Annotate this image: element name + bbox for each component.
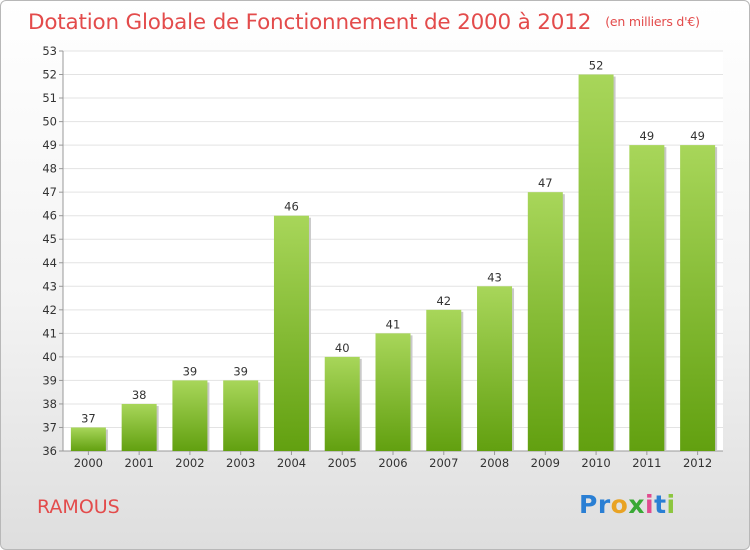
value-label-2010: 52 [589, 59, 604, 73]
value-label-2012: 49 [690, 129, 705, 143]
value-label-2001: 38 [132, 388, 147, 402]
y-tick-label: 50 [42, 115, 57, 129]
value-label-2004: 46 [284, 200, 299, 214]
y-tick-label: 43 [42, 279, 57, 293]
bar-2004 [273, 215, 309, 451]
bar-2011 [629, 145, 665, 451]
bar-2008 [477, 286, 513, 451]
bar-2000 [70, 427, 106, 451]
y-tick-label: 38 [42, 397, 57, 411]
chart-subtitle: (en milliers d'€) [605, 14, 700, 29]
logo-part-1: Pr [579, 490, 611, 519]
y-tick-label: 36 [42, 444, 57, 458]
logo-part-4: i [644, 490, 655, 519]
logo-part-3: x [628, 490, 645, 519]
chart-title-text: Dotation Globale de Fonctionnement de 20… [28, 10, 592, 35]
x-tick-label-2006: 2006 [378, 456, 407, 470]
x-tick-label-2005: 2005 [328, 456, 357, 470]
x-tick-label-2012: 2012 [683, 456, 712, 470]
bar-chart: 36 37 38 39 40 41 42 43 44 45 46 47 48 49 50 51 52 53 37 20… [42, 44, 723, 470]
y-tick-label: 40 [42, 350, 57, 364]
bar-2009 [527, 192, 563, 452]
y-tick-label: 44 [42, 256, 57, 270]
bar-2007 [426, 309, 462, 451]
value-label-2009: 47 [538, 176, 553, 190]
y-tick-label: 39 [42, 373, 57, 387]
value-label-2007: 42 [436, 294, 451, 308]
y-tick-label: 53 [42, 44, 57, 58]
x-tick-label-2007: 2007 [429, 456, 458, 470]
logo-part-6: i [666, 490, 676, 519]
x-tick-label-2000: 2000 [74, 456, 103, 470]
y-tick-label: 46 [42, 209, 57, 223]
x-tick-label-2010: 2010 [581, 456, 610, 470]
bar-2005 [324, 356, 360, 451]
y-tick-label: 37 [42, 420, 57, 434]
y-tick-label: 51 [42, 91, 57, 105]
bar-2012 [680, 145, 716, 451]
value-label-2003: 39 [233, 364, 248, 378]
y-tick-label: 45 [42, 232, 57, 246]
value-label-2011: 49 [640, 129, 655, 143]
y-tick-label: 49 [42, 138, 57, 152]
value-label-2002: 39 [183, 364, 198, 378]
logo-part-5: t [654, 490, 667, 519]
x-tick-label-2003: 2003 [226, 456, 255, 470]
value-label-2005: 40 [335, 341, 350, 355]
bar-2001 [121, 403, 157, 451]
logo-part-2: o [610, 490, 629, 519]
x-tick-label-2009: 2009 [531, 456, 560, 470]
x-tick-label-2002: 2002 [175, 456, 204, 470]
bar-2003 [223, 380, 259, 451]
proxiti-logo: Proxiti [579, 490, 676, 519]
x-tick-label-2001: 2001 [125, 456, 154, 470]
y-tick-label: 47 [42, 185, 57, 199]
y-tick-label: 41 [42, 326, 57, 340]
x-tick-label-2008: 2008 [480, 456, 509, 470]
x-tick-label-2011: 2011 [632, 456, 661, 470]
bar-2002 [172, 380, 208, 451]
y-tick-label: 52 [42, 68, 57, 82]
value-label-2008: 43 [487, 270, 502, 284]
chart-title: Dotation Globale de Fonctionnement de 20… [28, 10, 700, 35]
value-label-2000: 37 [81, 411, 96, 425]
bar-2006 [375, 333, 411, 451]
value-label-2006: 41 [386, 317, 401, 331]
y-tick-label: 48 [42, 162, 57, 176]
bar-2010 [578, 74, 614, 451]
y-tick-label: 42 [42, 303, 57, 317]
x-tick-label-2004: 2004 [277, 456, 306, 470]
place-name: RAMOUS [37, 496, 120, 518]
